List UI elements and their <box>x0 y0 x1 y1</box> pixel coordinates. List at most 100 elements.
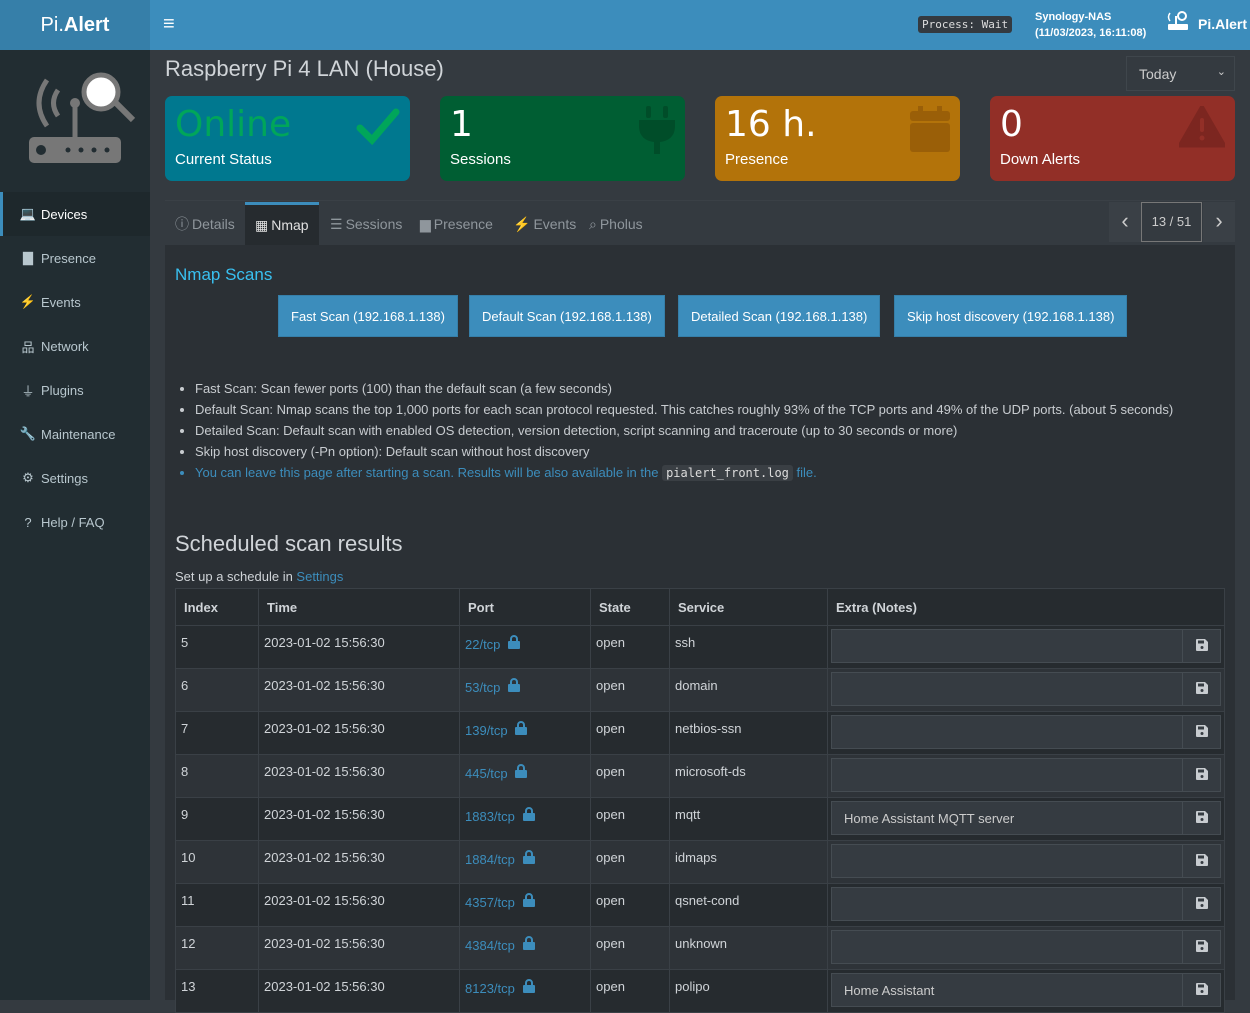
sidebar-toggle-icon[interactable]: ≡ <box>163 13 175 35</box>
time-cell: 2023-01-02 15:56:30 <box>258 797 460 841</box>
service-cell: mqtt <box>669 797 828 841</box>
period-select[interactable]: Today ⌄ <box>1126 56 1235 91</box>
sidebar-item-help-faq[interactable]: ? Help / FAQ <box>0 500 150 544</box>
router-icon[interactable] <box>1166 10 1190 32</box>
time-cell: 2023-01-02 15:56:30 <box>258 754 460 798</box>
port-link[interactable]: 4357/tcp <box>465 895 515 910</box>
default-scan-button[interactable]: Default Scan (192.168.1.138) <box>469 295 665 337</box>
state-cell: open <box>590 840 670 884</box>
lock-icon <box>515 764 528 778</box>
card-label: Current Status <box>175 151 272 168</box>
time-cell: 2023-01-02 15:56:30 <box>258 926 460 970</box>
save-notes-button[interactable] <box>1182 716 1220 748</box>
save-notes-button[interactable] <box>1182 974 1220 1006</box>
status-card-down-alerts[interactable]: 0 Down Alerts <box>990 96 1235 181</box>
brand-text-bold: Alert <box>63 14 110 36</box>
save-notes-button[interactable] <box>1182 630 1220 662</box>
skip-host-discovery-button[interactable]: Skip host discovery (192.168.1.138) <box>894 295 1128 337</box>
port-link[interactable]: 445/tcp <box>465 766 508 781</box>
port-cell: 1883/tcp <box>459 797 591 841</box>
sidebar-item-settings[interactable]: ⚙ Settings <box>0 456 150 500</box>
notes-input[interactable] <box>832 974 1182 1006</box>
sidebar-item-label: Network <box>41 338 89 354</box>
time-cell: 2023-01-02 15:56:30 <box>258 668 460 712</box>
sidebar-item-events[interactable]: ⚡ Events <box>0 280 150 324</box>
tab-presence[interactable]: ▆ Presence <box>410 202 503 246</box>
port-link[interactable]: 8123/tcp <box>465 981 515 996</box>
save-notes-button[interactable] <box>1182 802 1220 834</box>
notes-input[interactable] <box>832 630 1182 662</box>
save-notes-button[interactable] <box>1182 759 1220 791</box>
nmap-tab-icon: ▦ <box>255 217 269 233</box>
state-cell: open <box>590 711 670 755</box>
sidebar-item-plugins[interactable]: ⏚ Plugins <box>0 368 150 412</box>
notes-input-group <box>831 887 1221 921</box>
lock-icon <box>522 979 535 993</box>
info-text: file. <box>792 465 817 480</box>
notes-input-group <box>831 973 1221 1007</box>
port-link[interactable]: 1884/tcp <box>465 852 515 867</box>
detailed-scan-button[interactable]: Detailed Scan (192.168.1.138) <box>678 295 881 337</box>
status-card-presence[interactable]: 16 h. Presence <box>715 96 960 181</box>
sessions-tab-icon: ☰ <box>330 216 343 232</box>
notes-input[interactable] <box>832 759 1182 791</box>
chevron-left-icon: ‹ <box>1121 208 1129 233</box>
sidebar-item-devices[interactable]: 💻 Devices <box>0 192 150 236</box>
table-row: 5 2023-01-02 15:56:30 22/tcp open ssh <box>175 625 1225 669</box>
server-info: Synology-NAS (11/03/2023, 16:11:08) <box>1035 9 1146 41</box>
port-cell: 22/tcp <box>459 625 591 669</box>
port-link[interactable]: 1883/tcp <box>465 809 515 824</box>
calendar-icon: ▇ <box>23 250 33 265</box>
column-header: Extra (Notes) <box>827 588 1225 626</box>
card-value: 0 <box>1000 104 1023 145</box>
chevron-right-icon: › <box>1215 208 1223 233</box>
tab-details[interactable]: ⓘ Details <box>165 202 245 246</box>
scrollbar[interactable] <box>1238 50 1250 1000</box>
sidebar-item-network[interactable]: 品 Network <box>0 324 150 368</box>
port-link[interactable]: 139/tcp <box>465 723 508 738</box>
save-icon <box>1195 853 1208 866</box>
save-icon <box>1195 810 1208 823</box>
tab-nmap[interactable]: ▦ Nmap <box>245 202 319 246</box>
tab-label: Details <box>192 216 235 232</box>
port-link[interactable]: 22/tcp <box>465 637 501 652</box>
notes-input[interactable] <box>832 888 1182 920</box>
settings-link[interactable]: Settings <box>296 569 344 584</box>
status-card-sessions[interactable]: 1 Sessions <box>440 96 685 181</box>
table-row: 7 2023-01-02 15:56:30 139/tcp open netbi… <box>175 711 1225 755</box>
notes-input[interactable] <box>832 931 1182 963</box>
notes-input[interactable] <box>832 845 1182 877</box>
previous-device-button[interactable]: ‹ <box>1109 202 1141 242</box>
card-label: Sessions <box>450 151 511 168</box>
bolt-icon: ⚡ <box>19 294 37 309</box>
sidebar-item-presence[interactable]: ▇ Presence <box>0 236 150 280</box>
brand-logo[interactable]: Pi.Alert <box>0 0 150 50</box>
time-cell: 2023-01-02 15:56:30 <box>258 840 460 884</box>
tab-label: Nmap <box>271 217 309 233</box>
tab-events[interactable]: ⚡ Events <box>503 202 586 246</box>
app-name[interactable]: Pi.Alert <box>1198 16 1248 32</box>
notes-input[interactable] <box>832 802 1182 834</box>
fast-scan-button[interactable]: Fast Scan (192.168.1.138) <box>278 295 458 337</box>
tab-label: Sessions <box>345 216 403 232</box>
save-notes-button[interactable] <box>1182 845 1220 877</box>
sidebar-item-maintenance[interactable]: 🔧 Maintenance <box>0 412 150 456</box>
port-link[interactable]: 53/tcp <box>465 680 501 695</box>
notes-input-group <box>831 801 1221 835</box>
save-notes-button[interactable] <box>1182 888 1220 920</box>
next-device-button[interactable]: › <box>1203 202 1235 242</box>
column-header: Port <box>459 588 591 626</box>
notes-input[interactable] <box>832 716 1182 748</box>
status-card-current-status[interactable]: Online Current Status <box>165 96 410 181</box>
save-notes-button[interactable] <box>1182 931 1220 963</box>
notes-cell <box>827 840 1225 884</box>
save-notes-button[interactable] <box>1182 673 1220 705</box>
time-cell: 2023-01-02 15:56:30 <box>258 625 460 669</box>
sitemap-icon: 品 <box>21 339 35 355</box>
notes-input[interactable] <box>832 673 1182 705</box>
tab-sessions[interactable]: ☰ Sessions <box>320 202 412 246</box>
port-link[interactable]: 4384/tcp <box>465 938 515 953</box>
tab-pholus[interactable]: ⌕ Pholus <box>579 202 653 246</box>
lock-icon <box>522 893 535 907</box>
info-text: You can leave this page after starting a… <box>195 465 663 480</box>
